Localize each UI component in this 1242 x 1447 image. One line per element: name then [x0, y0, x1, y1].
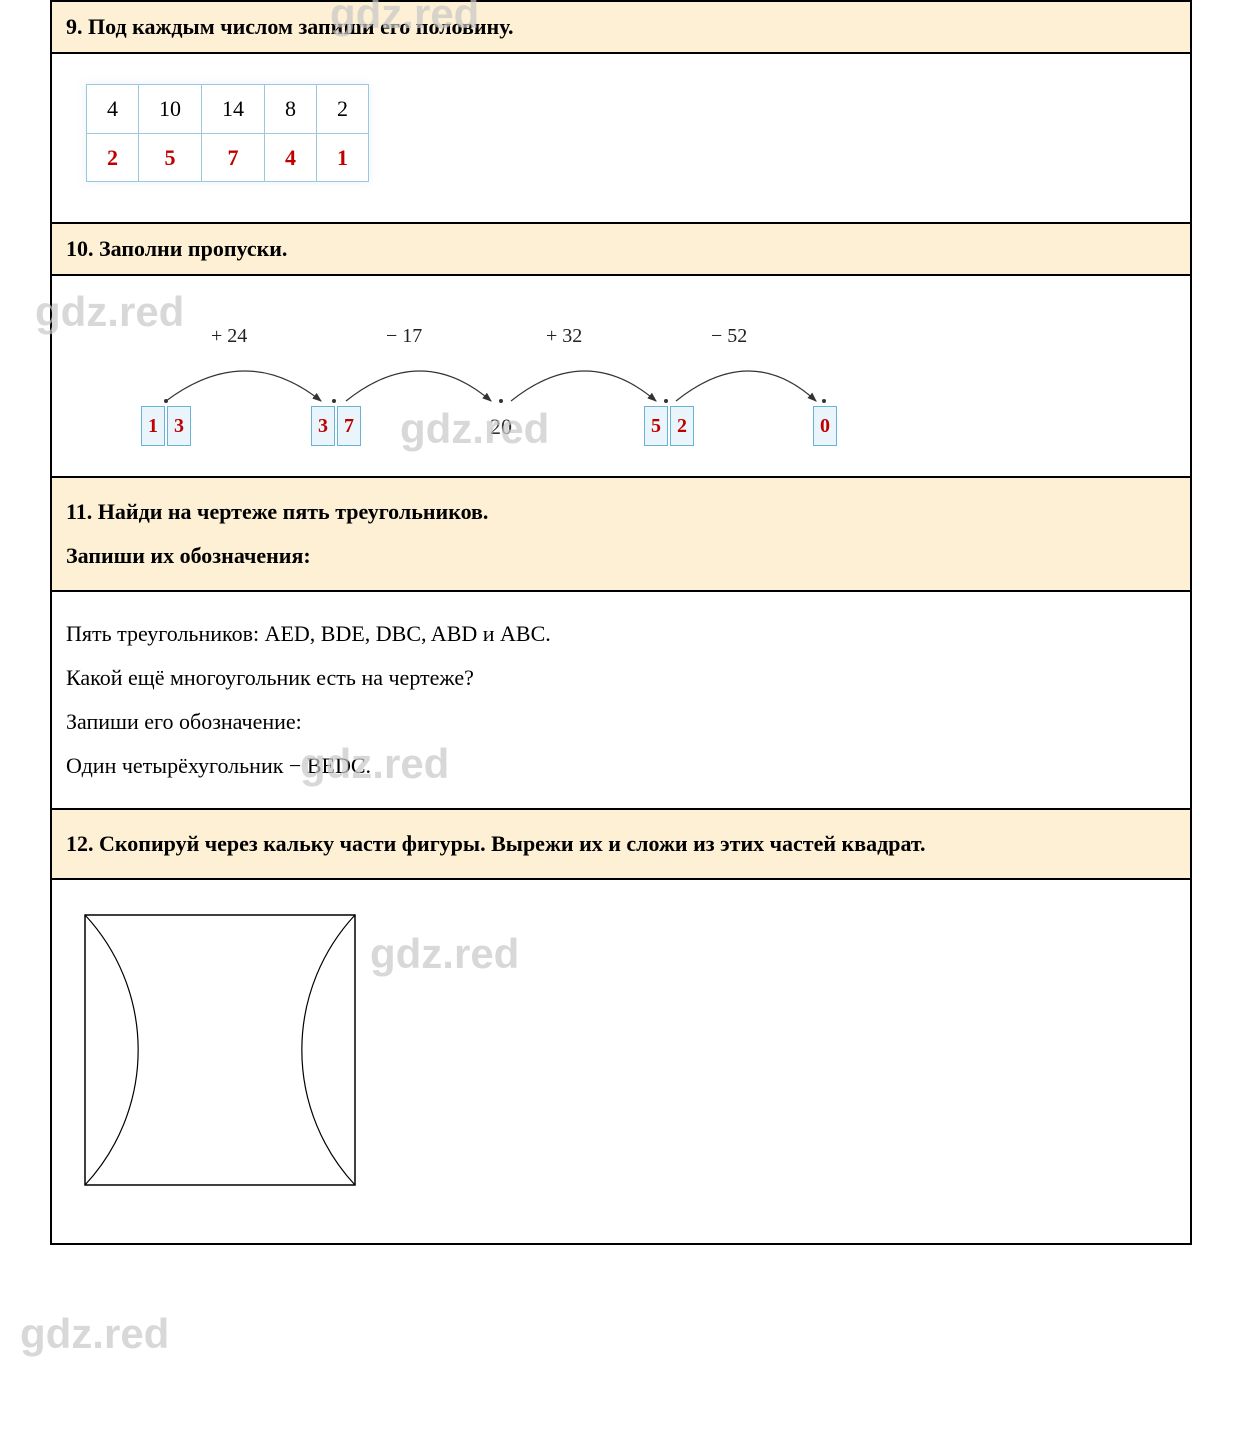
task11-header: 11. Найди на чертеже пять треугольников.…	[52, 476, 1190, 592]
task11-header-line2: Запиши их обозначения:	[66, 534, 1176, 578]
arc-node: 20	[486, 406, 516, 448]
task11-line: Один четырёхугольник − BEDC.	[66, 744, 1176, 788]
arc-node: 0	[813, 406, 837, 446]
table-row: 2 5 7 4 1	[87, 133, 369, 182]
table-row: 4 10 14 8 2	[87, 85, 369, 134]
task10-header: 10. Заполни пропуски.	[52, 222, 1190, 276]
table-cell: 14	[202, 85, 265, 134]
arc-op-label: + 32	[546, 318, 582, 354]
task9-body: 4 10 14 8 2 2 5 7 4 1	[52, 54, 1190, 222]
digit: 2	[670, 406, 694, 446]
table-cell: 7	[202, 133, 265, 182]
task11-body: Пять треугольников: AED, BDE, DBC, ABD и…	[52, 592, 1190, 808]
page-container: 9. Под каждым числом запиши его половину…	[50, 0, 1192, 1245]
table-cell: 2	[317, 85, 369, 134]
task10-chain: + 24 − 17 + 32 − 52 1 3 3 7 20 5 2 0	[96, 306, 946, 446]
digit: 1	[141, 406, 165, 446]
table-cell: 10	[139, 85, 202, 134]
table-cell: 4	[87, 85, 139, 134]
arc-op-label: + 24	[211, 318, 247, 354]
digit: 0	[813, 406, 837, 446]
digit: 7	[337, 406, 361, 446]
task12-figure	[80, 910, 360, 1190]
task11-line: Пять треугольников: AED, BDE, DBC, ABD и…	[66, 612, 1176, 656]
digit: 3	[167, 406, 191, 446]
arc-node: 5 2	[644, 406, 694, 446]
digit: 5	[644, 406, 668, 446]
table-cell: 8	[265, 85, 317, 134]
table-cell: 1	[317, 133, 369, 182]
task11-header-line1: 11. Найди на чертеже пять треугольников.	[66, 490, 1176, 534]
arc-op-label: − 52	[711, 318, 747, 354]
digit: 3	[311, 406, 335, 446]
watermark: gdz.red	[20, 1310, 169, 1358]
arc-node: 1 3	[141, 406, 191, 446]
digit: 20	[486, 406, 516, 448]
arc-node: 3 7	[311, 406, 361, 446]
task10-body: + 24 − 17 + 32 − 52 1 3 3 7 20 5 2 0	[52, 276, 1190, 476]
table-cell: 5	[139, 133, 202, 182]
task9-table: 4 10 14 8 2 2 5 7 4 1	[86, 84, 369, 182]
task9-header: 9. Под каждым числом запиши его половину…	[52, 0, 1190, 54]
task12-body	[52, 880, 1190, 1243]
table-cell: 2	[87, 133, 139, 182]
arc-op-label: − 17	[386, 318, 422, 354]
task11-line: Запиши его обозначение:	[66, 700, 1176, 744]
task12-header: 12. Скопируй через кальку части фигуры. …	[52, 808, 1190, 880]
task11-line: Какой ещё многоугольник есть на чертеже?	[66, 656, 1176, 700]
table-cell: 4	[265, 133, 317, 182]
